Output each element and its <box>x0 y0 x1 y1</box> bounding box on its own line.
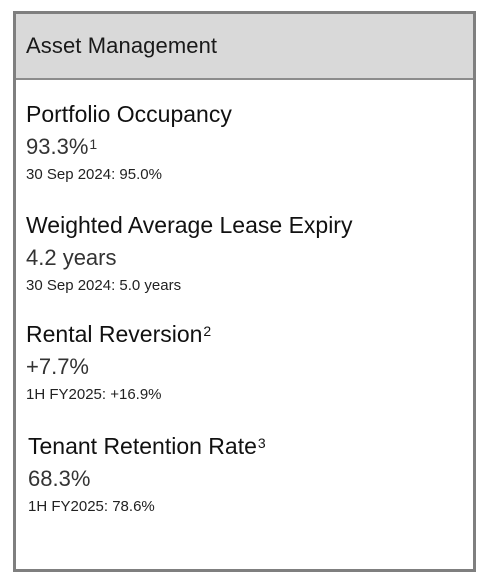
metric-label-text: Portfolio Occupancy <box>26 101 232 127</box>
metric-portfolio-occupancy: Portfolio Occupancy 93.3%1 30 Sep 2024: … <box>26 100 483 184</box>
metric-label-text: Weighted Average Lease Expiry <box>26 212 353 238</box>
metric-label-text: Tenant Retention Rate <box>28 433 257 459</box>
metric-label-text: Rental Reversion <box>26 321 203 347</box>
metric-value: 93.3%1 <box>26 134 483 160</box>
metric-value-text: +7.7% <box>26 354 89 379</box>
footnote-marker: 3 <box>257 435 266 451</box>
metric-comparison: 30 Sep 2024: 5.0 years <box>26 277 182 294</box>
panel-title: Asset Management <box>26 33 218 58</box>
metric-label: Rental Reversion2 <box>26 320 483 348</box>
metric-label: Tenant Retention Rate3 <box>28 432 484 460</box>
metric-weighted-average-lease-expiry: Weighted Average Lease Expiry 4.2 years … <box>26 211 483 295</box>
metric-value: +7.7% <box>26 354 483 380</box>
footnote-marker: 2 <box>203 323 212 339</box>
panel-header: Asset Management <box>16 14 473 80</box>
metric-value: 68.3% <box>28 466 484 492</box>
metric-value-text: 68.3% <box>28 466 91 491</box>
metric-comparison: 1H FY2025: 78.6% <box>28 498 155 515</box>
metric-comparison: 30 Sep 2024: 95.0% <box>26 166 162 183</box>
metric-comparison: 1H FY2025: +16.9% <box>26 386 162 403</box>
metric-value-text: 93.3% <box>26 134 89 159</box>
metric-rental-reversion: Rental Reversion2 +7.7% 1H FY2025: +16.9… <box>26 320 483 404</box>
asset-management-panel: Asset Management Portfolio Occupancy 93.… <box>13 11 476 572</box>
metric-label: Portfolio Occupancy <box>26 100 483 128</box>
footnote-marker: 1 <box>89 136 98 152</box>
metric-label: Weighted Average Lease Expiry <box>26 211 483 239</box>
metric-tenant-retention-rate: Tenant Retention Rate3 68.3% 1H FY2025: … <box>28 432 484 516</box>
metric-value: 4.2 years <box>26 245 483 271</box>
metric-value-text: 4.2 years <box>26 245 117 270</box>
